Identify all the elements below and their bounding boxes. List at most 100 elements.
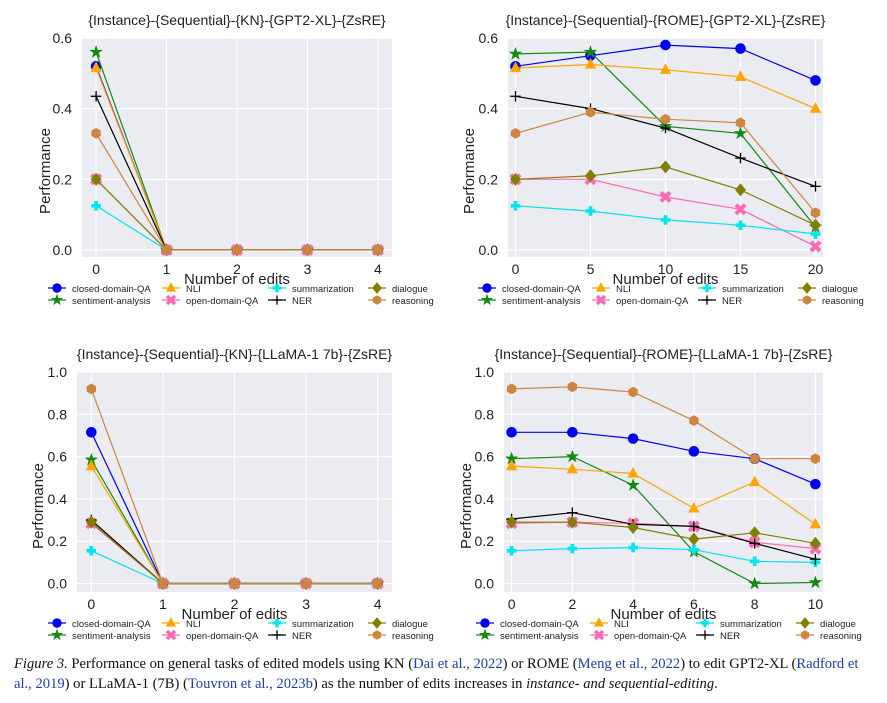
legend-marker — [593, 617, 605, 627]
data-point — [585, 206, 596, 216]
chart-title: {Instance}-{Sequential}-{ROME}-{LLaMA-1 … — [495, 346, 833, 362]
legend-marker — [372, 295, 382, 305]
data-point — [659, 63, 672, 74]
legend-label: sentiment-analysis — [502, 296, 581, 307]
x-tick-label: 5 — [587, 261, 595, 277]
data-point — [809, 102, 822, 113]
data-point — [373, 578, 383, 589]
legend-item: summarization — [698, 283, 784, 295]
data-point — [660, 160, 671, 174]
legend-marker — [372, 617, 382, 629]
legend-label: NER — [292, 631, 312, 642]
data-point — [566, 462, 578, 474]
data-point — [688, 532, 700, 546]
x-axis-label: Number of edits — [184, 271, 290, 288]
legend-label: NLI — [614, 619, 629, 630]
data-point — [510, 172, 521, 186]
x-tick-label: 6 — [690, 596, 698, 612]
legend-marker — [272, 618, 282, 628]
y-tick-label: 0.0 — [53, 242, 73, 258]
legend-label: open-domain-QA — [616, 296, 689, 307]
series-line — [511, 431, 816, 485]
legend-item: closed-domain-QA — [48, 618, 151, 630]
legend-label: open-domain-QA — [186, 296, 259, 307]
legend-marker — [165, 629, 177, 641]
legend-label: closed-domain-QA — [72, 284, 151, 295]
series-line — [511, 521, 816, 544]
data-point — [583, 45, 598, 58]
y-tick-label: 0.8 — [48, 406, 68, 422]
legend-item: NLI — [162, 282, 201, 295]
legend-marker — [593, 629, 605, 641]
caption-text: ) to edit GPT2-XL ( — [680, 656, 797, 672]
legend-label: dialogue — [822, 284, 858, 295]
series-reasoning — [506, 381, 821, 465]
data-point — [585, 169, 596, 183]
data-point — [749, 538, 760, 549]
caption-text: Performance on general tasks of edited m… — [67, 656, 414, 672]
x-tick-label: 1 — [159, 596, 167, 612]
data-point — [749, 556, 760, 567]
data-point — [90, 172, 102, 186]
legend-label: NER — [722, 296, 742, 307]
data-point — [232, 244, 242, 256]
y-tick-label: 0.8 — [475, 406, 495, 422]
data-point — [735, 43, 746, 54]
legend-item: open-domain-QA — [592, 294, 689, 307]
data-point — [810, 207, 821, 219]
series-line — [511, 465, 816, 525]
series-line — [511, 512, 816, 560]
data-point — [505, 459, 518, 471]
legend-item: summarization — [696, 618, 782, 630]
legend-label: reasoning — [392, 296, 434, 307]
legend-label: closed-domain-QA — [502, 284, 581, 295]
legend-label: NER — [292, 296, 312, 307]
x-tick-label: 2 — [231, 596, 239, 612]
legend-item: dialogue — [796, 617, 856, 630]
data-point — [90, 61, 102, 73]
data-point — [628, 542, 638, 553]
legend-item: reasoning — [368, 630, 434, 642]
data-point — [689, 544, 699, 555]
data-point — [809, 240, 822, 253]
x-tick-label: 0 — [512, 261, 520, 277]
legend-item: NER — [268, 630, 312, 642]
data-point — [567, 543, 578, 554]
legend-item: summarization — [268, 283, 354, 295]
y-tick-label: 1.0 — [475, 364, 495, 380]
legend-item: sentiment-analysis — [48, 628, 151, 642]
caption-emphasis: instance- and sequential-editing — [526, 676, 715, 692]
x-tick-label: 4 — [374, 261, 382, 277]
legend-item: open-domain-QA — [162, 629, 259, 642]
y-axis-label: Performance — [461, 128, 478, 214]
legend-label: summarization — [720, 619, 782, 630]
legend-label: sentiment-analysis — [72, 296, 151, 307]
data-point — [86, 426, 97, 438]
legend-marker-stroke — [595, 294, 607, 306]
y-tick-label: 0.2 — [479, 171, 499, 187]
data-point — [567, 381, 578, 393]
legend-item: NER — [698, 295, 742, 307]
citation-link[interactable]: Touvron et al., 2023b — [187, 676, 313, 692]
data-point — [86, 545, 97, 556]
legend-marker — [802, 295, 812, 305]
citation-link[interactable]: Dai et al., 2022 — [413, 656, 503, 672]
chart-title: {Instance}-{Sequential}-{ROME}-{GPT2-XL}… — [506, 12, 826, 28]
data-point — [506, 545, 517, 556]
data-point — [506, 515, 518, 529]
y-tick-label: 0.6 — [479, 30, 499, 46]
data-point — [567, 426, 578, 438]
x-tick-label: 2 — [568, 596, 576, 612]
legend-item: open-domain-QA — [590, 629, 687, 642]
data-point — [627, 466, 639, 478]
citation-link[interactable]: Radford et al., 2019 — [14, 656, 859, 692]
plot-area — [504, 372, 823, 592]
x-tick-label: 2 — [233, 261, 241, 277]
x-tick-label: 0 — [508, 596, 516, 612]
legend-item: open-domain-QA — [162, 294, 259, 307]
data-point — [688, 521, 700, 532]
legend-marker — [700, 618, 710, 628]
citation-link[interactable]: Meng et al., 2022 — [577, 656, 681, 672]
legend-item: reasoning — [798, 295, 864, 307]
